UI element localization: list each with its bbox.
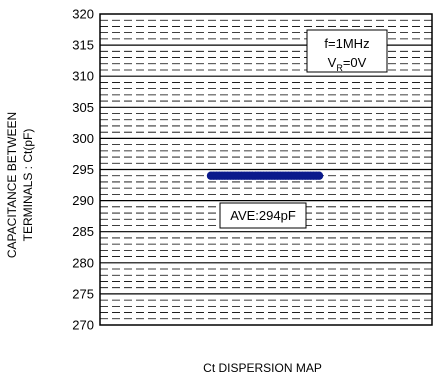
y-tick-label: 290 — [72, 193, 94, 208]
y-tick-labels: 270 275 280 285 290 295 300 305 310 315 320 — [72, 7, 94, 333]
condition-voltage: VR=0V — [328, 55, 367, 73]
y-tick-label: 280 — [72, 255, 94, 270]
y-tick-label: 275 — [72, 286, 94, 301]
plot-frame — [99, 13, 433, 326]
condition-frequency: f=1MHz — [324, 36, 369, 51]
grid — [100, 19, 432, 320]
average-label: AVE:294pF — [230, 208, 296, 223]
conditions-box: f=1MHz VR=0V — [306, 29, 388, 73]
data-points — [206, 171, 324, 180]
y-tick-label: 270 — [72, 318, 94, 333]
y-axis-title: CAPACITANCE BETWEEN TERMINALS : Ct(pF) — [5, 112, 35, 258]
y-tick-label: 320 — [72, 7, 94, 22]
y-tick-label: 305 — [72, 100, 94, 115]
y-tick-label: 315 — [72, 38, 94, 53]
y-tick-label: 295 — [72, 162, 94, 177]
x-axis-title: Ct DISPERSION MAP — [203, 361, 322, 375]
y-tick-label: 300 — [72, 131, 94, 146]
average-box: AVE:294pF — [219, 202, 307, 229]
y-axis-title-line-1: CAPACITANCE BETWEEN — [5, 112, 19, 258]
y-tick-label: 310 — [72, 69, 94, 84]
y-axis-title-line-2: TERMINALS : Ct(pF) — [21, 129, 35, 242]
data-point — [314, 171, 324, 180]
y-tick-label: 285 — [72, 224, 94, 239]
